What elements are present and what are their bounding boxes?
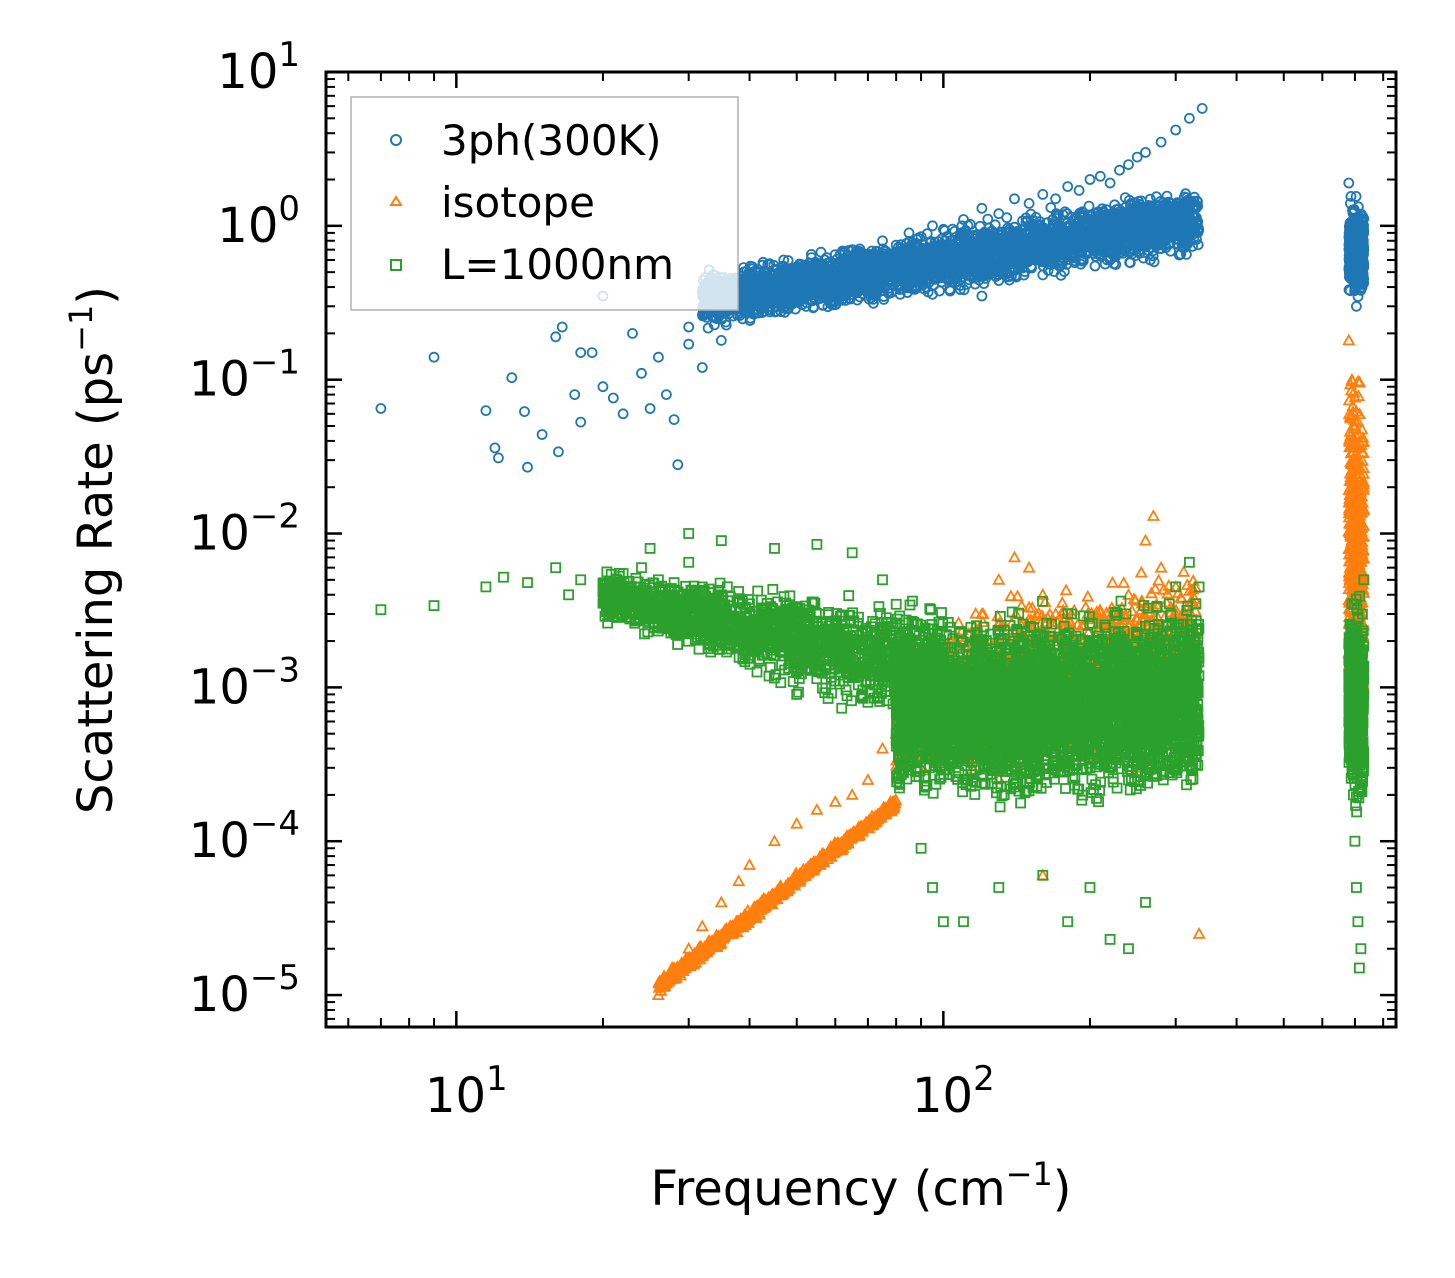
point-3ph xyxy=(636,367,647,379)
point-3ph xyxy=(1023,197,1035,209)
point-3ph xyxy=(607,392,619,404)
point-3ph xyxy=(661,389,672,401)
point-3ph xyxy=(1050,193,1061,205)
point-3ph xyxy=(982,213,994,225)
point-3ph xyxy=(1073,184,1085,196)
point-3ph xyxy=(683,321,695,333)
point-3ph xyxy=(1351,300,1362,312)
point-3ph xyxy=(1104,177,1116,189)
point-3ph xyxy=(976,290,988,302)
point-3ph xyxy=(1123,159,1134,171)
point-3ph xyxy=(683,338,695,350)
point-3ph xyxy=(536,429,548,440)
point-3ph xyxy=(569,389,581,401)
point-3ph xyxy=(1170,124,1182,136)
point-3ph xyxy=(1083,200,1095,212)
point-3ph xyxy=(428,351,440,363)
point-3ph xyxy=(1155,136,1167,148)
point-3ph xyxy=(506,372,518,384)
point-3ph xyxy=(927,220,938,232)
point-3ph xyxy=(489,442,501,454)
point-3ph xyxy=(1009,193,1020,205)
point-3ph xyxy=(556,321,568,333)
point-3ph xyxy=(375,403,387,414)
point-3ph xyxy=(1094,170,1106,182)
point-3ph xyxy=(1084,174,1096,185)
point-3ph xyxy=(1343,177,1355,189)
point-3ph xyxy=(522,461,533,473)
point-3ph xyxy=(617,408,629,420)
point-3ph xyxy=(1089,260,1101,272)
point-3ph xyxy=(575,347,587,359)
point-3ph xyxy=(993,208,1005,220)
point-3ph xyxy=(644,403,656,414)
point-3ph xyxy=(575,416,587,428)
point-3ph xyxy=(715,334,727,346)
point-3ph xyxy=(1184,112,1195,124)
point-3ph xyxy=(586,347,598,359)
point-3ph xyxy=(492,452,504,464)
point-3ph xyxy=(480,405,492,417)
point-3ph xyxy=(668,414,680,426)
point-3ph xyxy=(653,351,664,363)
point-3ph xyxy=(550,331,562,343)
point-3ph xyxy=(672,459,684,471)
point-3ph xyxy=(519,406,530,418)
point-3ph xyxy=(553,446,564,458)
point-3ph xyxy=(597,381,609,393)
point-3ph xyxy=(1196,103,1208,114)
point-3ph xyxy=(1037,188,1049,200)
point-3ph xyxy=(976,202,988,214)
point-3ph xyxy=(1114,164,1125,176)
point-3ph xyxy=(1140,146,1151,158)
point-3ph xyxy=(696,362,708,373)
point-3ph xyxy=(1045,202,1057,214)
point-3ph xyxy=(1062,181,1074,193)
point-3ph xyxy=(627,327,638,339)
